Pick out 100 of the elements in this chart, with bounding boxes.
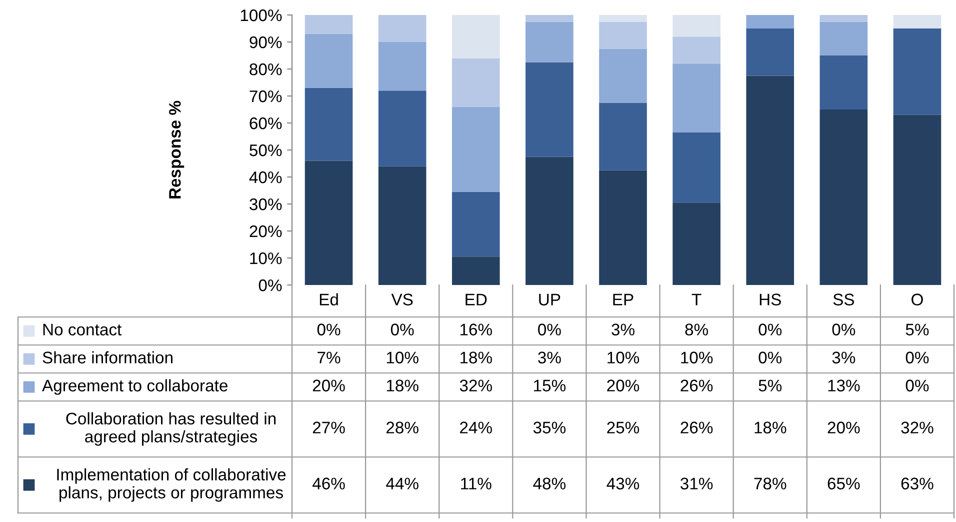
data-label: 5% [906,324,929,336]
data-label: 0% [758,352,782,364]
data-label: 16% [460,324,492,336]
legend-label: No contact [43,324,122,336]
bar [746,28,794,76]
data-label: 32% [901,422,934,434]
legend-label: Agreement to collaborate [42,379,228,395]
data-label: 7% [318,352,340,364]
bar [599,15,647,22]
y-tick-label: 40% [249,171,282,184]
x-tick-label: HS [760,294,781,306]
y-tick-label: 90% [250,36,282,48]
bar [820,15,868,22]
data-label: 18% [386,380,418,392]
data-label: 0% [390,324,414,336]
data-label: 18% [460,352,492,364]
data-label: 44% [386,478,418,490]
y-tick-label: 60% [250,117,282,130]
bar [378,15,426,42]
bar [452,256,500,285]
data-label: 10% [681,352,713,364]
bar [893,114,942,285]
data-label: 48% [533,478,566,490]
data-label: 3% [832,352,856,364]
bar [304,15,353,34]
bar [820,110,868,285]
bar [893,28,942,115]
data-label: 24% [460,422,492,434]
bar [599,170,647,285]
data-label: 0% [758,324,782,336]
bar [672,132,720,203]
x-tick-label: SS [833,294,854,306]
legend-label: Implementation of collaborative plans, projects or programmes [57,468,286,502]
data-label: 20% [312,380,345,392]
bar [378,42,426,91]
data-label: 3% [538,352,561,364]
y-tick-label: 100% [240,9,282,22]
data-label: 28% [386,422,418,434]
data-label: 8% [685,324,708,336]
data-label: 0% [538,324,561,336]
data-label: 26% [680,380,713,392]
legend-label: Share information [42,351,172,364]
bar [378,90,426,166]
data-label: 46% [312,478,345,490]
bar [599,102,647,170]
bar [452,15,500,58]
data-label: 31% [680,478,713,490]
bar [672,15,720,37]
x-tick-label: UP [539,294,560,306]
y-tick-label: 20% [250,225,282,238]
x-tick-label: O [912,294,923,306]
bar [304,88,353,161]
y-tick-label: 30% [250,198,282,210]
bar [526,22,574,62]
data-label: 63% [901,478,934,490]
data-label: 0% [906,352,929,364]
data-label: 78% [754,478,786,490]
bar [526,15,574,22]
x-tick-label: EP [613,294,634,306]
data-label: 27% [312,422,345,434]
bar [526,156,574,285]
data-label: 65% [828,478,860,490]
x-tick-label: T [692,294,702,306]
data-label: 20% [828,422,860,434]
legend-label: Collaboration has resulted in agreed plans/strategies [66,412,276,446]
bar [526,62,574,157]
data-label: 11% [461,478,492,490]
bar [746,15,794,28]
data-label: 0% [906,380,929,392]
data-label: 5% [758,380,782,392]
y-tick-label: 70% [250,90,282,102]
bar [452,192,500,257]
data-label: 35% [533,422,566,434]
bar [672,202,720,285]
bar [820,22,868,56]
y-tick-label: 50% [250,144,282,156]
x-tick-label: Ed [320,293,338,306]
x-tick-label: ED [466,294,487,306]
y-tick-label: 80% [250,63,282,76]
bar [746,76,794,285]
bar [672,64,720,132]
bar [452,106,500,192]
data-label: 43% [606,478,640,490]
bar [893,15,942,28]
data-label: 20% [607,380,640,392]
data-label: 32% [460,380,492,392]
data-label: 18% [754,422,786,434]
y-axis-title: Response % [169,100,184,198]
data-label: 15% [534,380,566,392]
data-label: 13% [828,380,860,392]
bar [304,160,353,285]
bar [820,56,868,110]
y-tick-label: 10% [250,252,282,264]
bar [378,166,426,285]
data-label: 0% [832,324,856,336]
data-label: 0% [317,324,340,336]
data-label: 25% [607,422,640,434]
bar [599,48,647,103]
bar [304,34,353,88]
data-label: 3% [612,324,634,336]
